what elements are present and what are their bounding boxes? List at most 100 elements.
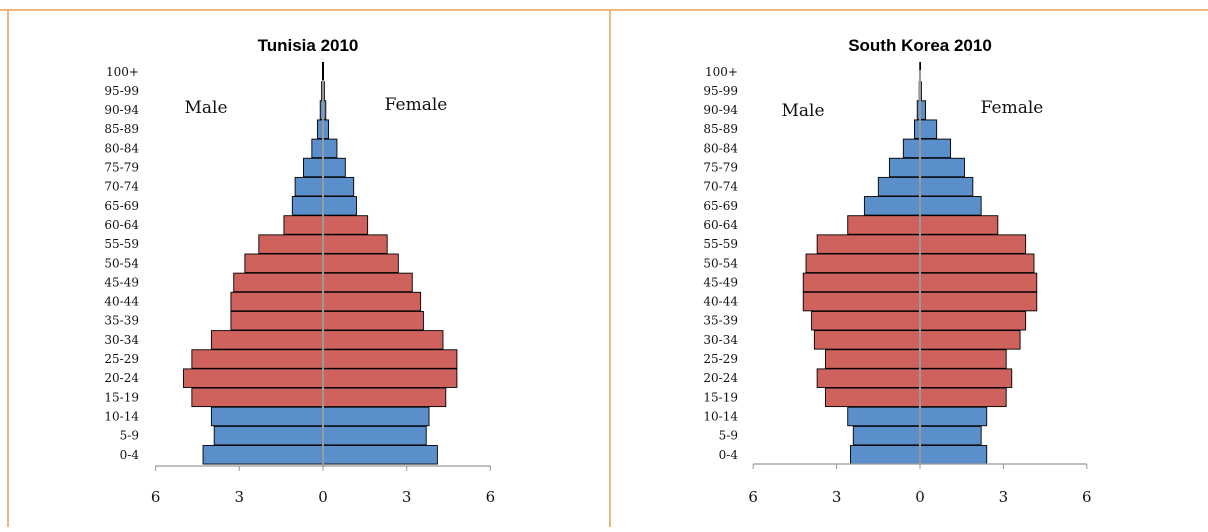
age-label: 85-89	[104, 122, 139, 136]
age-label: 90-94	[104, 103, 139, 117]
male-bar-70-74	[878, 177, 920, 196]
female-bar-15-19	[920, 388, 1006, 407]
x-tick-label: 3	[235, 488, 245, 506]
age-label: 45-49	[703, 275, 738, 289]
chart-title: South Korea 2010	[848, 36, 992, 55]
age-label: 0-4	[719, 448, 739, 462]
female-bar-65-69	[323, 197, 356, 216]
age-label: 75-79	[104, 161, 139, 175]
female-bar-55-59	[920, 235, 1026, 254]
female-bar-80-84	[323, 139, 337, 158]
male-bar-20-24	[184, 369, 324, 388]
axes	[753, 70, 1087, 469]
female-bar-0-4	[920, 446, 987, 465]
age-label: 85-89	[703, 122, 738, 136]
x-tick-label: 3	[999, 488, 1009, 506]
female-bar-25-29	[920, 350, 1006, 369]
age-label: 45-49	[104, 275, 139, 289]
female-bar-70-74	[323, 177, 354, 196]
female-bar-50-54	[323, 254, 398, 273]
female-bar-45-49	[323, 273, 412, 292]
age-labels: 0-4 5-9 10-14 15-19 20-24 25-29 30-34 35-39 40-4…	[104, 65, 139, 462]
age-label: 25-29	[104, 352, 139, 366]
x-tick-label: 3	[832, 488, 842, 506]
female-bar-10-14	[323, 407, 429, 426]
female-bar-30-34	[323, 331, 443, 350]
female-bar-100+	[323, 63, 324, 82]
age-label: 95-99	[703, 84, 738, 98]
age-label: 20-24	[703, 371, 738, 385]
age-label: 75-79	[703, 161, 738, 175]
x-tick-label: 0	[915, 488, 925, 506]
male-bar-55-59	[817, 235, 920, 254]
age-label: 55-59	[703, 237, 738, 251]
age-label: 15-19	[703, 390, 738, 404]
age-label: 10-14	[104, 409, 139, 423]
age-label: 40-44	[104, 295, 139, 309]
female-bar-5-9	[920, 426, 981, 445]
female-bar-50-54	[920, 254, 1034, 273]
age-label: 65-69	[104, 199, 139, 213]
male-bar-60-64	[284, 216, 323, 235]
age-label: 50-54	[104, 256, 139, 270]
bar-group	[184, 63, 457, 465]
age-label: 10-14	[703, 409, 738, 423]
age-label: 50-54	[703, 256, 738, 270]
age-label: 40-44	[703, 295, 738, 309]
female-bar-60-64	[323, 216, 368, 235]
female-bar-25-29	[323, 350, 457, 369]
female-bar-40-44	[920, 292, 1037, 311]
female-bar-35-39	[920, 311, 1026, 330]
age-label: 15-19	[104, 390, 139, 404]
female-bar-35-39	[323, 311, 423, 330]
age-label: 35-39	[703, 314, 738, 328]
tunisia-pyramid: Tunisia 2010 Male Female 0-45-910-1415-1…	[104, 36, 495, 506]
male-bar-60-64	[848, 216, 920, 235]
male-bar-5-9	[853, 426, 920, 445]
x-tick-label: 6	[1082, 488, 1092, 506]
age-label: 30-34	[104, 333, 139, 347]
age-label: 30-34	[703, 333, 738, 347]
female-bar-15-19	[323, 388, 446, 407]
age-label: 20-24	[104, 371, 139, 385]
age-label: 5-9	[120, 429, 139, 443]
female-bar-75-79	[323, 158, 345, 177]
age-label: 100+	[106, 65, 139, 79]
x-tick-label: 6	[486, 488, 496, 506]
male-bar-10-14	[848, 407, 920, 426]
age-label: 100+	[705, 65, 738, 79]
male-bar-75-79	[889, 158, 920, 177]
male-bar-0-4	[851, 446, 921, 465]
male-bar-20-24	[817, 369, 920, 388]
x-tick-label: 3	[402, 488, 412, 506]
female-bar-65-69	[920, 197, 981, 216]
female-bar-75-79	[920, 158, 964, 177]
male-bar-15-19	[825, 388, 920, 407]
female-bar-40-44	[323, 292, 421, 311]
age-label: 60-64	[703, 218, 738, 232]
female-label: Female	[385, 95, 448, 115]
male-bar-45-49	[234, 273, 323, 292]
age-label: 0-4	[120, 448, 140, 462]
axes	[156, 80, 491, 471]
south-korea-pyramid: South Korea 2010 Male Female 0-45-910-14…	[703, 36, 1091, 506]
male-bar-65-69	[292, 197, 323, 216]
age-label: 5-9	[719, 429, 738, 443]
male-bar-35-39	[812, 311, 920, 330]
male-bar-50-54	[806, 254, 920, 273]
female-bar-20-24	[920, 369, 1012, 388]
male-label: Male	[781, 101, 824, 121]
male-bar-15-19	[192, 388, 323, 407]
male-bar-70-74	[295, 177, 323, 196]
male-bar-50-54	[245, 254, 323, 273]
male-bar-5-9	[214, 426, 323, 445]
x-tick-label: 0	[318, 488, 328, 506]
male-bar-35-39	[231, 311, 323, 330]
age-label: 90-94	[703, 103, 738, 117]
age-label: 95-99	[104, 84, 139, 98]
age-label: 80-84	[703, 141, 738, 155]
age-label: 35-39	[104, 314, 139, 328]
male-bar-40-44	[803, 292, 920, 311]
